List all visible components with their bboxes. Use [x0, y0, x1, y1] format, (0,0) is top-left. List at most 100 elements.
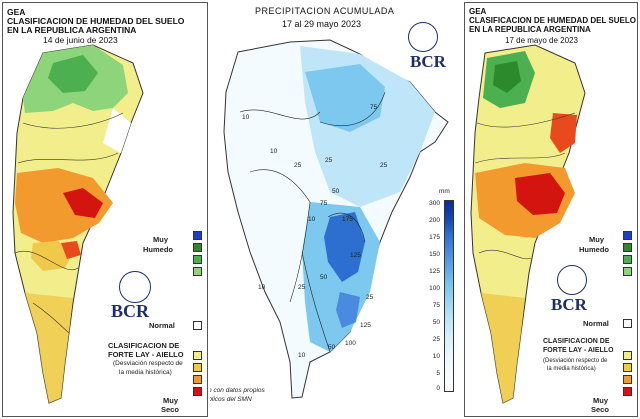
soil-moisture-map-june: GEA CLASIFICACION DE HUMEDAD DEL SUELO E…	[2, 2, 208, 417]
title-line1: GEA	[469, 7, 487, 16]
contour-label: 75	[370, 104, 378, 111]
legend-bottom-label2: Seco	[161, 405, 179, 414]
contour-label: 10	[308, 216, 316, 223]
footnote-line1: Elaborado con datos propios	[210, 387, 265, 394]
region-south-yellow	[25, 293, 73, 403]
title-line1: GEA	[7, 7, 26, 17]
note-line2: la media histórica)	[547, 366, 596, 372]
precip-zone-mid	[305, 64, 385, 132]
argentina-map-may	[470, 44, 586, 404]
scale-tick: 150	[429, 251, 440, 258]
scale-tick: 10	[432, 353, 440, 360]
scale-tick: 300	[429, 200, 440, 207]
scale-tick: 100	[429, 285, 440, 292]
contour-label: 25	[366, 294, 374, 301]
contour-label: 25	[380, 162, 388, 169]
contour-line	[32, 302, 70, 334]
region-central-red	[63, 188, 103, 218]
contour-label: 50	[328, 344, 336, 351]
note-line1: (Desviación respecto de	[543, 358, 608, 364]
legend-swatch-muy-humedo	[623, 231, 632, 240]
bcr-seal-icon	[119, 271, 151, 303]
scale-tick: 175	[429, 234, 440, 241]
legend-normal-label: Normal	[149, 321, 175, 330]
legend-swatch-muy-seco	[623, 387, 632, 396]
legend-top-label: Muy	[589, 235, 604, 244]
contour-line	[249, 169, 311, 203]
precipitation-map: PRECIPITACION ACUMULADA 17 al 29 mayo 20…	[210, 2, 462, 417]
legend-top-label: Muy	[153, 235, 168, 244]
region-south-yellow	[481, 293, 525, 403]
contour-label: 10	[298, 352, 306, 359]
precip-zone-high	[324, 212, 365, 282]
legend-swatch-seco	[193, 363, 202, 372]
contour-line	[17, 152, 119, 164]
title-line2: CLASIFICACION DE HUMEDAD DEL SUELO	[469, 16, 636, 25]
footnote-line2: y publicos del SMN	[210, 396, 252, 403]
region-south-red	[61, 241, 81, 259]
region-north-darkgreen	[48, 55, 98, 93]
legend-swatch-humedo	[193, 243, 202, 252]
bcr-logo: BCR	[111, 301, 150, 321]
contour-line	[22, 112, 124, 129]
contour-label: 175	[342, 216, 353, 223]
contour-label: 25	[325, 157, 333, 164]
region-central-red	[515, 173, 565, 215]
legend-swatch-muy-seco	[193, 387, 202, 396]
precip-title: PRECIPITACION ACUMULADA	[255, 6, 395, 16]
scale-unit: mm	[439, 188, 450, 195]
legend-swatch-muy-humedo	[193, 231, 202, 240]
scale-tick: 75	[432, 302, 440, 309]
region-patches-orange	[31, 241, 73, 271]
contour-line	[14, 250, 79, 271]
contour-line	[474, 152, 566, 164]
legend-swatch-humedo	[623, 267, 632, 276]
scale-tick: 125	[429, 268, 440, 275]
legend-swatch-humedo	[193, 255, 202, 264]
title-line2: CLASIFICACION DE HUMEDAD DEL SUELO	[7, 16, 185, 26]
method-line1: CLASIFICACION DE	[543, 338, 610, 345]
contour-line	[478, 249, 532, 260]
legend-top-label2: Humedo	[143, 245, 173, 254]
region-northeast-red	[550, 113, 577, 153]
contour-label: 125	[350, 252, 361, 259]
method-line1: CLASIFICACION DE	[108, 341, 180, 350]
legend-swatch-humedo	[193, 267, 202, 276]
map-date: 14 de junio de 2023	[43, 35, 118, 45]
map-date: 17 de mayo de 2023	[505, 36, 578, 45]
contour-line	[327, 212, 366, 243]
legend-bottom-label: Muy	[593, 396, 608, 405]
contour-line	[239, 109, 321, 120]
legend-swatch-humedo	[623, 255, 632, 264]
legend-swatch-seco	[623, 351, 632, 360]
method-line2: FORTE LAY - AIELLO	[543, 347, 614, 354]
contour-line	[289, 201, 311, 303]
argentina-precip-map	[223, 39, 449, 399]
scale-tick: 0	[436, 385, 440, 392]
precip-color-scale	[444, 200, 454, 392]
argentina-map-june	[12, 44, 144, 404]
soil-moisture-map-may: GEA CLASIFICACION DE HUMEDAD DEL SUELO E…	[464, 2, 638, 417]
legend-normal-label: Normal	[583, 319, 609, 328]
title-line3: EN LA REPUBLICA ARGENTINA	[469, 25, 591, 34]
bcr-seal-icon	[408, 22, 438, 52]
contour-label: 50	[332, 188, 340, 195]
contour-label: 10	[242, 114, 250, 121]
scale-tick: 25	[432, 336, 440, 343]
contour-label: 125	[360, 322, 371, 329]
bcr-logo: BCR	[410, 52, 446, 71]
legend-swatch-seco	[623, 375, 632, 384]
legend-swatch-seco	[193, 375, 202, 384]
bcr-logo: BCR	[551, 295, 587, 314]
legend-swatch-humedo	[623, 243, 632, 252]
contour-label: 25	[294, 162, 302, 169]
legend-bottom-label2: Seco	[591, 405, 609, 414]
contour-label: 10	[258, 284, 266, 291]
legend-bottom-label: Muy	[163, 396, 178, 405]
contour-label: 75	[320, 200, 328, 207]
title-line3: EN LA REPUBLICA ARGENTINA	[7, 25, 137, 35]
contour-label: 10	[270, 148, 278, 155]
legend-swatch-seco	[193, 351, 202, 360]
scale-tick: 200	[429, 217, 440, 224]
legend-swatch-seco	[623, 363, 632, 372]
